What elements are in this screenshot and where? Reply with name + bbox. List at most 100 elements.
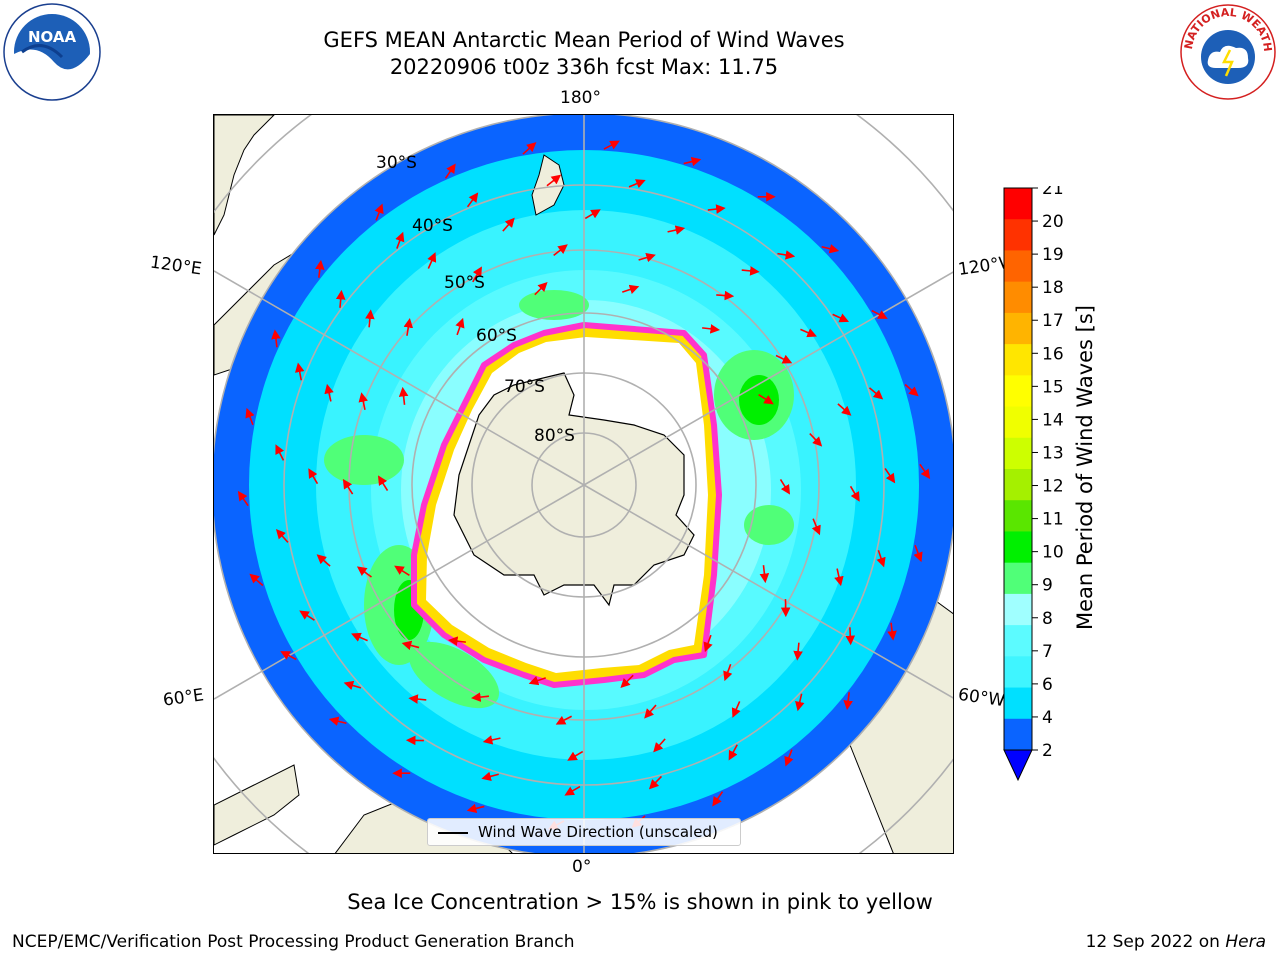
wind-arrow	[316, 554, 331, 567]
wind-arrow	[398, 386, 409, 405]
map-legend: Wind Wave Direction (unscaled)	[427, 818, 741, 846]
wind-arrow	[395, 231, 405, 249]
wind-arrow	[919, 463, 931, 480]
colorbar-tick-label: 20	[1042, 212, 1064, 232]
wind-arrow	[809, 433, 823, 447]
wind-arrow	[528, 676, 546, 686]
colorbar-tick-label: 14	[1042, 410, 1064, 430]
wind-arrow	[800, 328, 817, 338]
colorbar-segment	[1004, 250, 1032, 283]
lat-label-60s: 60°S	[476, 326, 517, 346]
green-patch-6	[744, 505, 794, 545]
wind-arrow	[567, 750, 584, 761]
wind-arrow	[913, 544, 923, 563]
colorbar-tick-label: 8	[1042, 609, 1053, 629]
colorbar-tick-label: 10	[1042, 543, 1064, 563]
wind-arrow	[299, 610, 315, 621]
wind-arrow	[775, 354, 793, 364]
lon-label-180: 180°	[560, 88, 601, 108]
chart-title: GEFS MEAN Antarctic Mean Period of Wind …	[323, 28, 845, 52]
colorbar-frame	[1003, 187, 1033, 751]
wind-arrow	[653, 738, 666, 753]
green-patch-5	[519, 290, 589, 320]
footer-machine: Hera	[1225, 932, 1266, 952]
colorbar-tick-label: 11	[1042, 510, 1064, 530]
colorbar-tick-label: 12	[1042, 477, 1064, 497]
lon-label-0: 0°	[572, 857, 592, 877]
wind-arrow	[335, 289, 346, 308]
nws-logo: NATIONAL WEATHER SERVICE	[1174, 0, 1278, 102]
colorbar-tick-label: 7	[1042, 642, 1053, 662]
lon-label-60e: 60°E	[161, 685, 206, 711]
colorbar-segment	[1004, 718, 1032, 751]
wind-arrow	[904, 383, 919, 397]
wind-arrow	[271, 329, 281, 348]
footer-date: 12 Sep 2022 on Hera	[1086, 932, 1266, 952]
green-patch-2	[408, 641, 500, 709]
colorbar-segment	[1004, 687, 1032, 720]
wind-arrow	[249, 573, 264, 587]
wind-arrow	[868, 387, 884, 400]
colorbar: 21 20 19 18 17 16 15 14 13 12 11 10 9 8 7 6 4 2	[1000, 179, 1140, 786]
colorbar-segment	[1004, 312, 1032, 345]
colorbar-tick-label: 13	[1042, 443, 1064, 463]
colorbar-tick-label: 21	[1042, 186, 1064, 199]
wind-arrow	[394, 565, 410, 576]
lat-label-80s: 80°S	[534, 426, 575, 446]
noaa-logo-text: NOAA	[28, 28, 77, 46]
wind-arrow	[837, 403, 852, 416]
wind-arrow	[280, 651, 297, 661]
wind-arrow	[731, 701, 741, 718]
wind-arrow	[403, 318, 414, 336]
green-patch-3-core	[739, 375, 779, 425]
colorbar-extend-arrow	[1003, 749, 1033, 782]
wind-arrow	[887, 622, 897, 641]
wind-arrow	[716, 290, 735, 301]
wind-arrow	[408, 694, 427, 704]
colorbar-segment	[1004, 531, 1032, 564]
wind-arrow	[522, 142, 537, 155]
land-antarctica	[453, 372, 695, 607]
colorbar-tick-label: 6	[1042, 675, 1053, 695]
wind-arrow	[759, 565, 770, 584]
footer-date-text: 12 Sep 2022 on	[1085, 932, 1226, 952]
wind-arrow	[834, 568, 844, 587]
wind-arrow	[795, 693, 805, 712]
wind-arrow	[534, 281, 548, 296]
wind-arrow	[482, 735, 501, 745]
sea-ice-note: Sea Ice Concentration > 15% is shown in …	[347, 890, 933, 914]
wind-arrow	[758, 394, 774, 405]
wind-arrow	[555, 715, 573, 725]
wind-arrow	[707, 204, 726, 214]
noaa-logo: NOAA	[2, 2, 102, 102]
wind-arrow	[308, 468, 319, 485]
wind-arrow	[275, 444, 285, 461]
colorbar-segment	[1004, 188, 1032, 220]
wind-arrow	[779, 478, 791, 495]
wind-arrow	[324, 383, 334, 402]
wind-arrow	[843, 692, 853, 711]
colorbar-segment	[1004, 406, 1032, 439]
wind-arrow	[628, 179, 646, 189]
wind-arrow	[358, 392, 368, 410]
wind-arrow	[546, 174, 562, 187]
wind-arrow	[832, 313, 850, 323]
wind-arrow	[466, 192, 479, 208]
wind-arrow	[821, 244, 840, 254]
colorbar-tick-label: 16	[1042, 344, 1064, 364]
colorbar-segment	[1004, 593, 1032, 626]
colorbar-segment	[1004, 281, 1032, 314]
wind-arrow	[343, 680, 362, 691]
wind-arrow	[237, 490, 249, 507]
wind-arrow	[328, 716, 347, 726]
legend-line-sample	[438, 832, 468, 834]
wind-arrow	[667, 225, 686, 235]
legend-label: Wind Wave Direction (unscaled)	[478, 823, 718, 841]
wind-arrow	[427, 252, 437, 269]
wind-arrows	[237, 140, 931, 830]
wind-arrow	[553, 244, 568, 257]
colorbar-segment	[1004, 500, 1032, 532]
wind-arrow	[644, 704, 657, 719]
colorbar-tick-label: 15	[1042, 377, 1064, 397]
lon-label-60w: 60°W	[956, 684, 1007, 712]
